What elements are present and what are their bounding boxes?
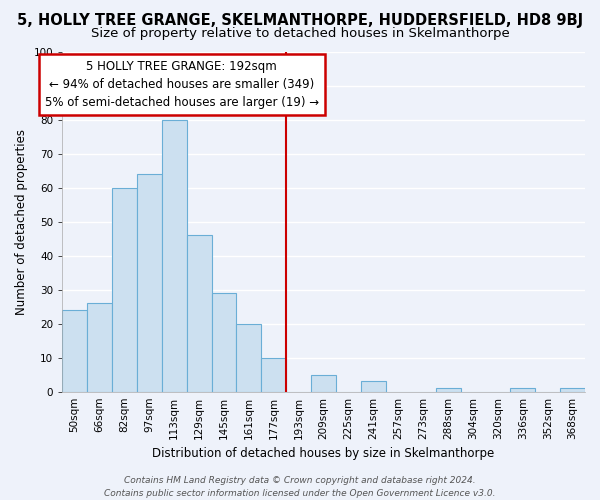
Bar (436, 388, 461, 392)
Bar (262, 358, 286, 392)
Bar (112, 188, 137, 392)
Bar (162, 120, 187, 392)
Text: 5, HOLLY TREE GRANGE, SKELMANTHORPE, HUDDERSFIELD, HD8 9BJ: 5, HOLLY TREE GRANGE, SKELMANTHORPE, HUD… (17, 12, 583, 28)
Y-axis label: Number of detached properties: Number of detached properties (15, 128, 28, 314)
Bar (236, 324, 262, 392)
Bar (361, 382, 386, 392)
Bar (311, 374, 336, 392)
Bar (212, 293, 236, 392)
Bar (187, 235, 212, 392)
Bar (137, 174, 162, 392)
Bar (560, 388, 585, 392)
Bar (511, 388, 535, 392)
Text: Contains HM Land Registry data © Crown copyright and database right 2024.
Contai: Contains HM Land Registry data © Crown c… (104, 476, 496, 498)
Text: 5 HOLLY TREE GRANGE: 192sqm
← 94% of detached houses are smaller (349)
5% of sem: 5 HOLLY TREE GRANGE: 192sqm ← 94% of det… (44, 60, 319, 109)
X-axis label: Distribution of detached houses by size in Skelmanthorpe: Distribution of detached houses by size … (152, 447, 495, 460)
Bar (62, 310, 87, 392)
Bar (87, 303, 112, 392)
Text: Size of property relative to detached houses in Skelmanthorpe: Size of property relative to detached ho… (91, 28, 509, 40)
